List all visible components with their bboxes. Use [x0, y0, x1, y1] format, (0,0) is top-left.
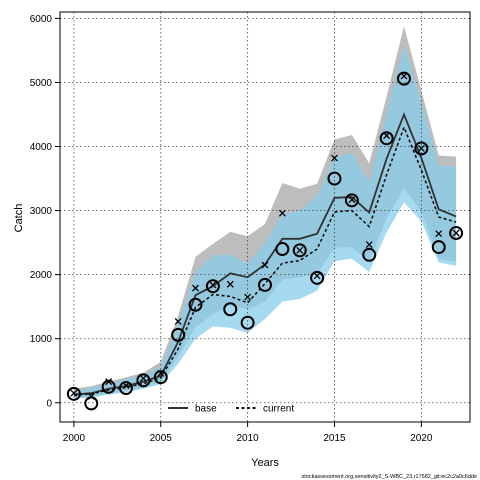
observed-point: [240, 315, 255, 330]
observed-point: [379, 131, 394, 146]
legend-label-base: base: [195, 404, 217, 415]
y-tick-label: 2000: [30, 270, 53, 281]
plot-frame: [59, 11, 471, 423]
legend-label-current: current: [263, 404, 294, 415]
x-tick-label: 2005: [150, 433, 173, 444]
cross-marker: [226, 280, 234, 288]
legend: base current: [168, 404, 294, 415]
cross-marker: [348, 196, 356, 204]
observed-point: [84, 396, 99, 411]
cross-marker: [70, 389, 78, 397]
y-tick-label: 5000: [30, 78, 53, 89]
cross-marker: [278, 209, 286, 217]
cross-marker: [296, 246, 304, 254]
observed-point: [223, 302, 238, 317]
observed-point: [344, 193, 359, 208]
cross-marker: [435, 230, 443, 238]
observed-point: [136, 373, 151, 388]
cross-marker: [452, 229, 460, 237]
cross-marker: [174, 317, 182, 325]
cross-marker: [365, 241, 373, 249]
data-markers: [66, 71, 464, 411]
series-line-current: [73, 125, 457, 396]
cross-marker: [244, 293, 252, 301]
observed-point: [275, 242, 290, 257]
y-axis: 0 1000 2000 3000 4000 5000 6000: [30, 14, 60, 409]
x-axis-title: Years: [251, 457, 279, 469]
footnote: stockassessment.org,sensitivity2_S-WBC_2…: [302, 474, 477, 480]
cross-marker: [122, 382, 130, 389]
observed-point: [414, 141, 429, 156]
x-tick-label: 2010: [237, 433, 260, 444]
cross-marker: [313, 272, 321, 280]
observed-point: [101, 379, 116, 394]
observed-point: [362, 247, 377, 262]
y-tick-label: 0: [46, 398, 52, 409]
cross-marker: [331, 154, 338, 162]
confidence-bands: [73, 26, 457, 399]
observed-point: [396, 71, 411, 86]
observed-point: [431, 240, 446, 255]
cross-marker: [192, 284, 199, 292]
x-axis: 2000 2005 2010 2015 2020: [63, 422, 433, 444]
observed-point: [119, 381, 134, 396]
observed-point: [310, 270, 325, 285]
observed-point: [171, 327, 186, 342]
y-tick-label: 6000: [30, 14, 53, 25]
band-current: [73, 45, 457, 399]
x-tick-label: 2000: [63, 433, 86, 444]
observed-point: [258, 277, 272, 292]
y-tick-label: 4000: [30, 142, 53, 153]
grid-lines: [60, 12, 470, 422]
observed-point: [449, 226, 464, 241]
x-tick-label: 2015: [323, 433, 346, 444]
x-tick-label: 2020: [410, 433, 433, 444]
observed-point: [205, 279, 220, 294]
cross-marker: [417, 144, 425, 152]
y-tick-label: 1000: [30, 334, 53, 345]
cross-marker: [383, 132, 391, 140]
observed-point: [188, 297, 203, 312]
y-axis-title: Catch: [13, 204, 25, 233]
cross-marker: [400, 72, 408, 80]
y-tick-label: 3000: [30, 206, 53, 217]
observed-point: [153, 370, 168, 385]
cross-marker: [261, 261, 269, 269]
observed-point: [292, 243, 307, 258]
cross-marker: [209, 281, 217, 289]
observed-point: [327, 171, 342, 186]
observed-point: [66, 386, 81, 401]
cross-marker: [139, 374, 147, 382]
